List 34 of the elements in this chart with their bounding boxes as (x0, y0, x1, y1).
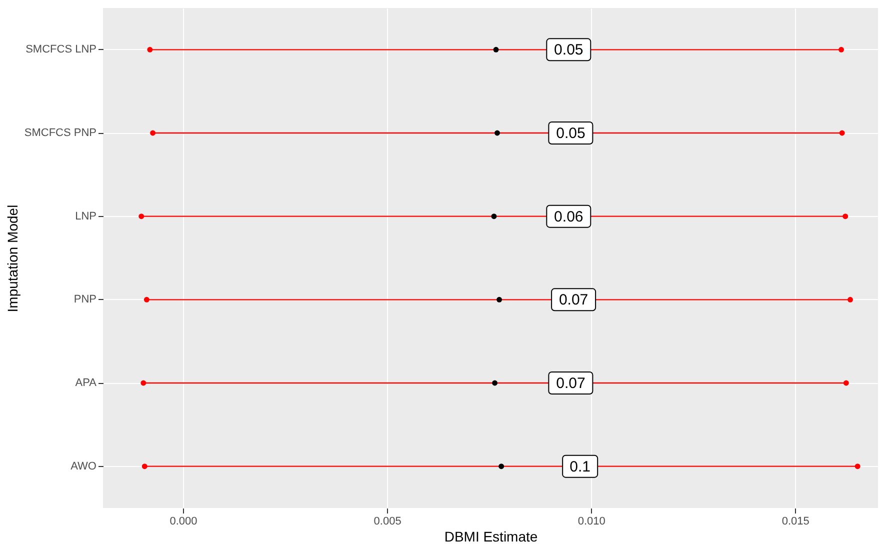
y-tick-label: APA (75, 377, 98, 389)
point (142, 464, 148, 470)
point (854, 464, 860, 470)
y-tick-label: AWO (70, 460, 97, 472)
annotation: 0.05 (556, 125, 586, 142)
annotation: 0.07 (558, 292, 588, 309)
y-tick-label: SMCFCS LNP (26, 44, 96, 56)
point (491, 214, 497, 220)
point (493, 46, 499, 52)
x-tick-label: 0.005 (374, 516, 402, 528)
point (150, 130, 156, 136)
annotation: 0.07 (556, 375, 586, 392)
point (140, 380, 146, 386)
x-tick-label: 0.010 (578, 516, 606, 528)
x-tick-label: 0.015 (782, 516, 810, 528)
point (842, 214, 848, 220)
y-tick-label: SMCFCS PNP (24, 127, 96, 139)
point (144, 296, 150, 302)
annotation: 0.06 (554, 208, 584, 226)
point (838, 46, 844, 52)
annotation: 0.1 (570, 458, 591, 476)
point (138, 214, 144, 220)
point (498, 464, 504, 470)
x-tick-label: 0.000 (170, 516, 198, 528)
point (147, 46, 153, 52)
y-tick-label: PNP (74, 294, 96, 306)
point (839, 130, 845, 136)
point (848, 296, 853, 302)
y-tick-label: LNP (75, 210, 96, 222)
point (496, 296, 502, 302)
x-axis-title: DBMI Estimate (444, 528, 538, 544)
point (843, 380, 849, 386)
y-axis-title: Imputation Model (4, 204, 20, 312)
annotation: 0.05 (554, 42, 584, 59)
